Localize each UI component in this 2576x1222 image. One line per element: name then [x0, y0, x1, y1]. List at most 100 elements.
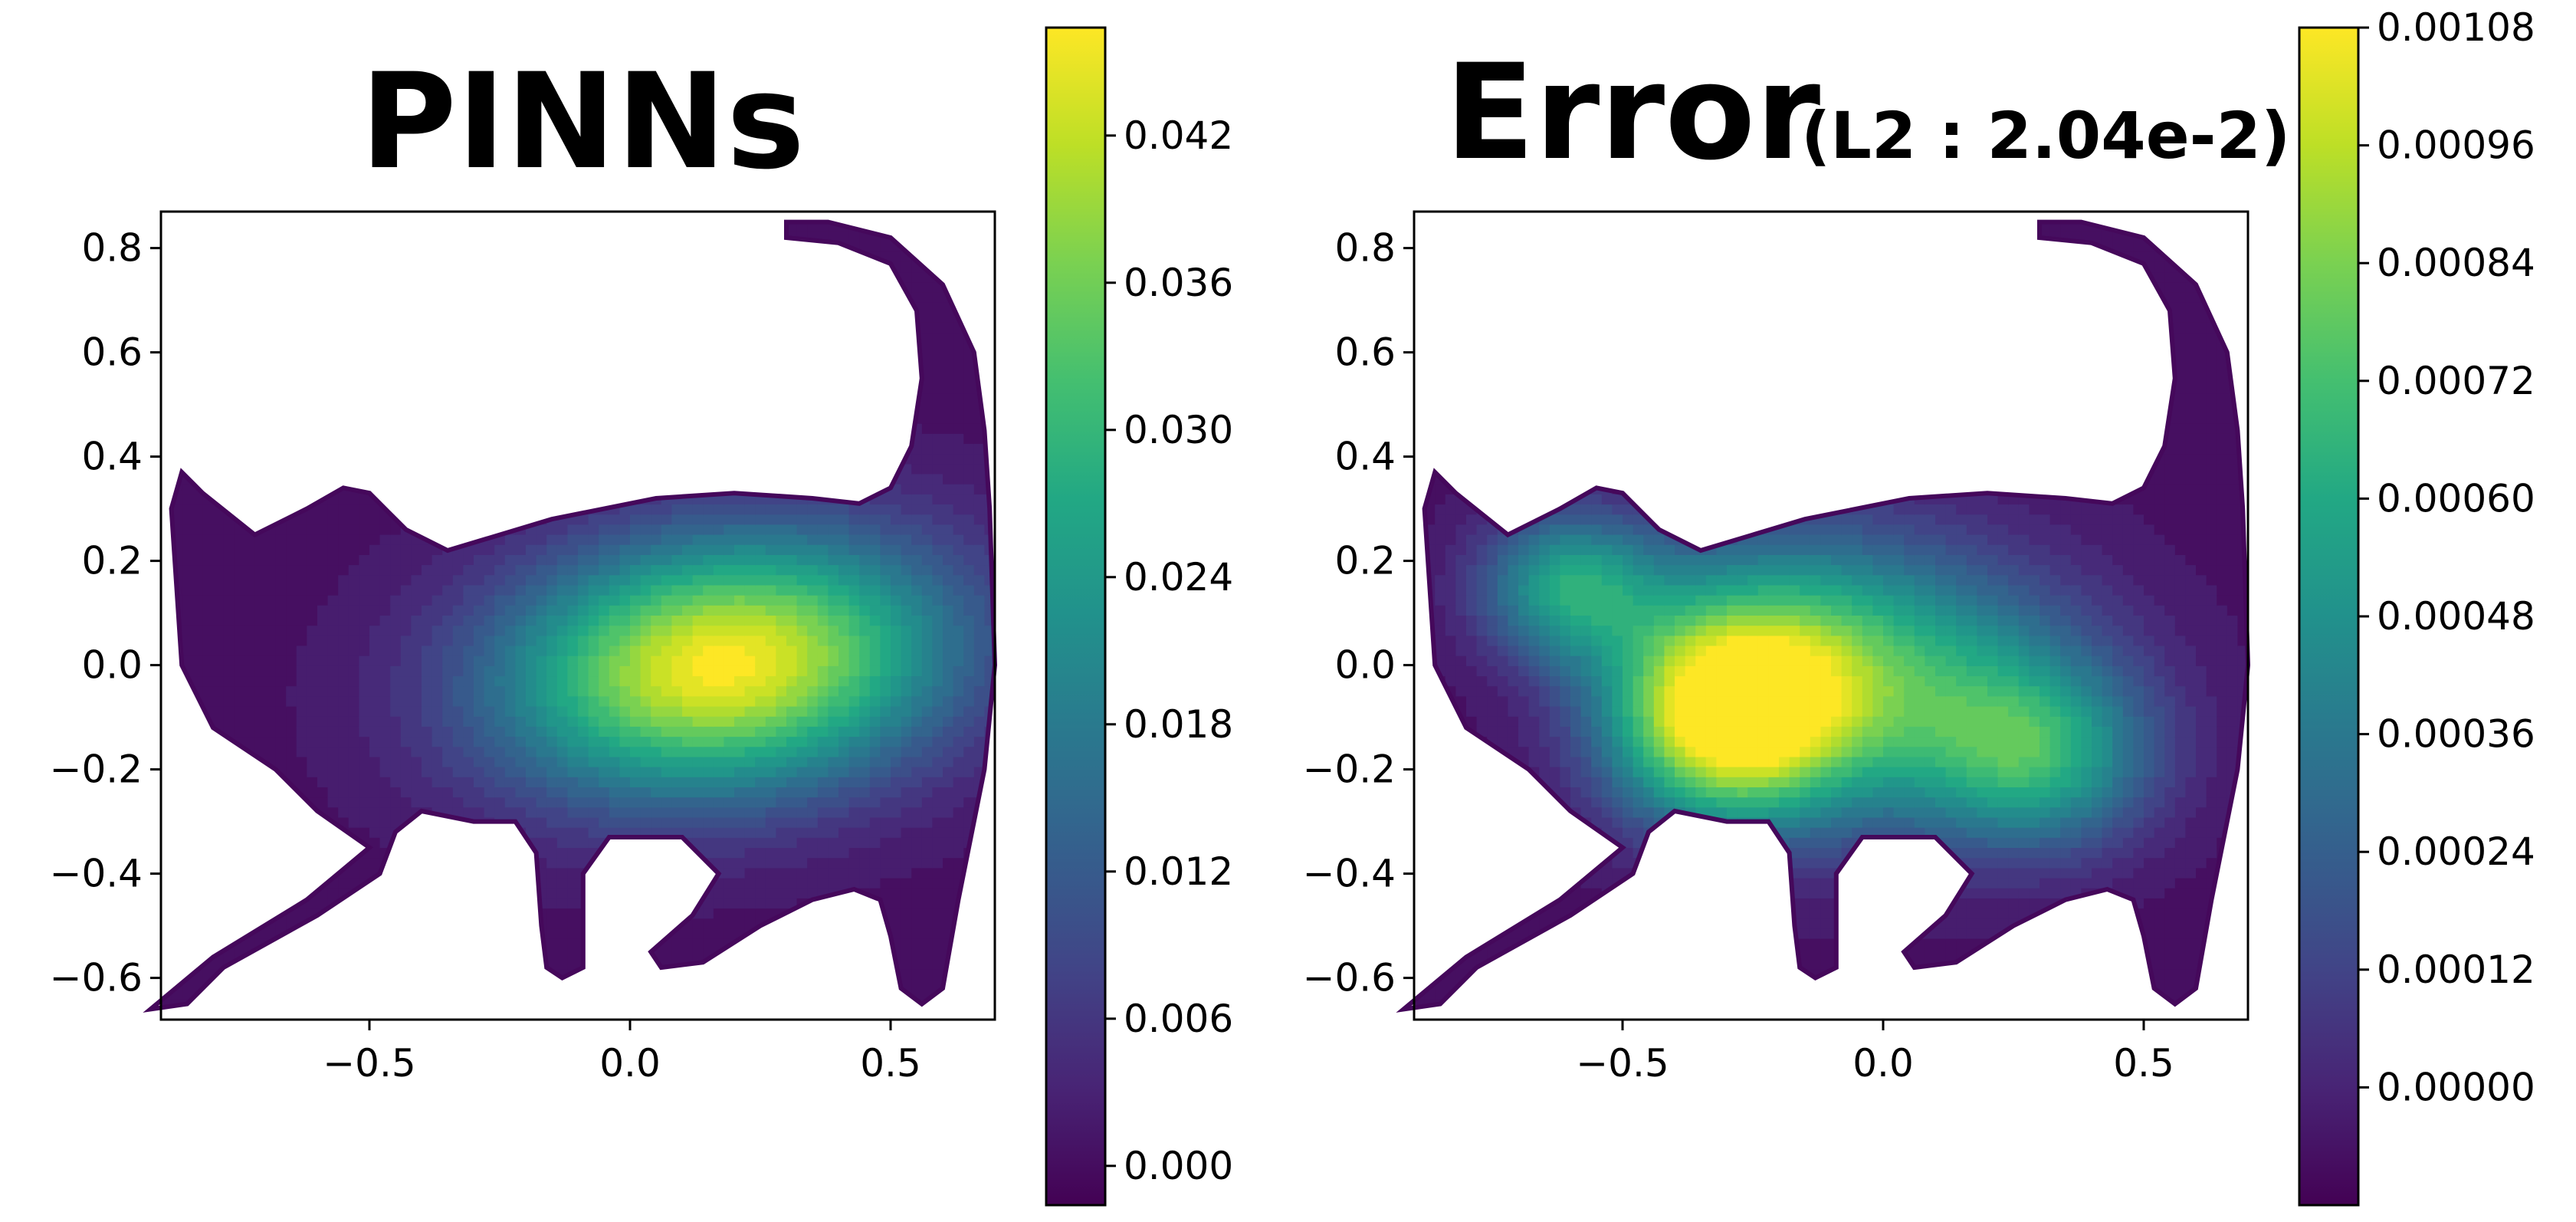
heatmap-cell [296, 363, 308, 374]
heatmap-cell [296, 555, 308, 567]
heatmap-cell [244, 534, 256, 546]
heatmap-cell [744, 524, 756, 536]
heatmap-cell [526, 696, 537, 708]
heatmap-cell [765, 716, 777, 728]
heatmap-cell [546, 383, 558, 395]
heatmap-cell [244, 585, 256, 596]
heatmap-cell [369, 222, 381, 233]
heatmap-cell [474, 565, 485, 577]
heatmap-cell [359, 665, 370, 678]
heatmap-cell [526, 534, 537, 546]
heatmap-cell [494, 444, 506, 455]
heatmap-cell [192, 868, 204, 879]
heatmap-cell [630, 595, 642, 606]
heatmap-cell [411, 241, 422, 253]
heatmap-cell [744, 626, 756, 637]
heatmap-cell [442, 979, 454, 990]
heatmap-cell [223, 261, 235, 274]
heatmap-cell [307, 686, 318, 698]
heatmap-cell [807, 282, 819, 294]
heatmap-cell [807, 333, 819, 344]
heatmap-cell [463, 222, 474, 233]
heatmap-cell [348, 777, 360, 788]
heatmap-cell [713, 595, 725, 606]
heatmap-cell [432, 716, 444, 728]
heatmap-cell [171, 757, 183, 768]
heatmap-cell [213, 222, 225, 233]
heatmap-cell [536, 827, 548, 839]
heatmap-cell [317, 383, 329, 395]
heatmap-cell [275, 363, 287, 374]
heatmap-cell [536, 222, 548, 223]
heatmap-cell [244, 969, 256, 981]
heatmap-cell [630, 534, 642, 546]
heatmap-cell [556, 908, 569, 920]
heatmap-cell [744, 251, 756, 263]
heatmap-cell [390, 726, 402, 738]
heatmap-cell [713, 272, 725, 284]
heatmap-cell [317, 777, 329, 788]
heatmap-cell [786, 373, 798, 384]
heatmap-cell [171, 948, 183, 960]
heatmap-cell [744, 333, 756, 344]
heatmap-cell [661, 696, 673, 708]
heatmap-cell [609, 232, 621, 243]
heatmap-cell [703, 575, 714, 586]
heatmap-cell [578, 403, 589, 415]
heatmap-cell [307, 636, 318, 647]
heatmap-cell [515, 484, 527, 495]
heatmap-cell [400, 292, 412, 304]
heatmap-cell [317, 261, 329, 274]
heatmap-cell [588, 928, 600, 940]
heatmap-cell [275, 858, 287, 869]
heatmap-cell [484, 959, 496, 971]
heatmap-cell [474, 807, 485, 819]
heatmap-cell [202, 655, 214, 667]
heatmap-cell [307, 979, 318, 990]
heatmap-cell [442, 302, 454, 314]
heatmap-cell [338, 544, 349, 556]
heatmap-cell [265, 787, 277, 799]
heatmap-cell [307, 827, 318, 839]
heatmap-cell [494, 969, 506, 981]
heatmap-cell [202, 686, 214, 698]
heatmap-cell [348, 464, 360, 475]
heatmap-cell [536, 817, 548, 829]
heatmap-cell [317, 312, 329, 324]
heatmap-cell [338, 423, 349, 435]
heatmap-cell [182, 333, 193, 344]
heatmap-cell [599, 616, 610, 627]
heatmap-cell [422, 737, 433, 748]
heatmap-cell [786, 464, 798, 475]
heatmap-cell [713, 575, 725, 586]
heatmap-cell [411, 716, 422, 728]
heatmap-cell [213, 373, 225, 384]
heatmap-cell [359, 353, 370, 364]
heatmap-cell [234, 777, 245, 788]
heatmap-cell [369, 726, 381, 738]
heatmap-cell [484, 616, 496, 627]
heatmap-cell [765, 706, 777, 718]
heatmap-cell [286, 383, 297, 395]
heatmap-cell [348, 696, 360, 708]
heatmap-cell [588, 787, 600, 799]
heatmap-cell [452, 222, 464, 223]
heatmap-cell [744, 989, 756, 1000]
heatmap-cell [171, 413, 183, 425]
heatmap-cell [182, 948, 193, 960]
heatmap-cell [400, 393, 412, 405]
heatmap-cell [474, 343, 485, 354]
heatmap-cell [609, 979, 621, 990]
heatmap-cell [452, 686, 464, 698]
heatmap-cell [776, 585, 787, 596]
heatmap-cell [338, 979, 349, 990]
heatmap-cell [254, 979, 266, 990]
heatmap-cell [734, 464, 746, 475]
heatmap-cell [640, 292, 652, 304]
heatmap-cell [432, 333, 444, 344]
heatmap-cell [609, 373, 621, 384]
heatmap-cell [338, 524, 349, 536]
heatmap-cell [275, 726, 287, 738]
heatmap-cell [755, 848, 766, 859]
heatmap-cell [223, 343, 235, 354]
